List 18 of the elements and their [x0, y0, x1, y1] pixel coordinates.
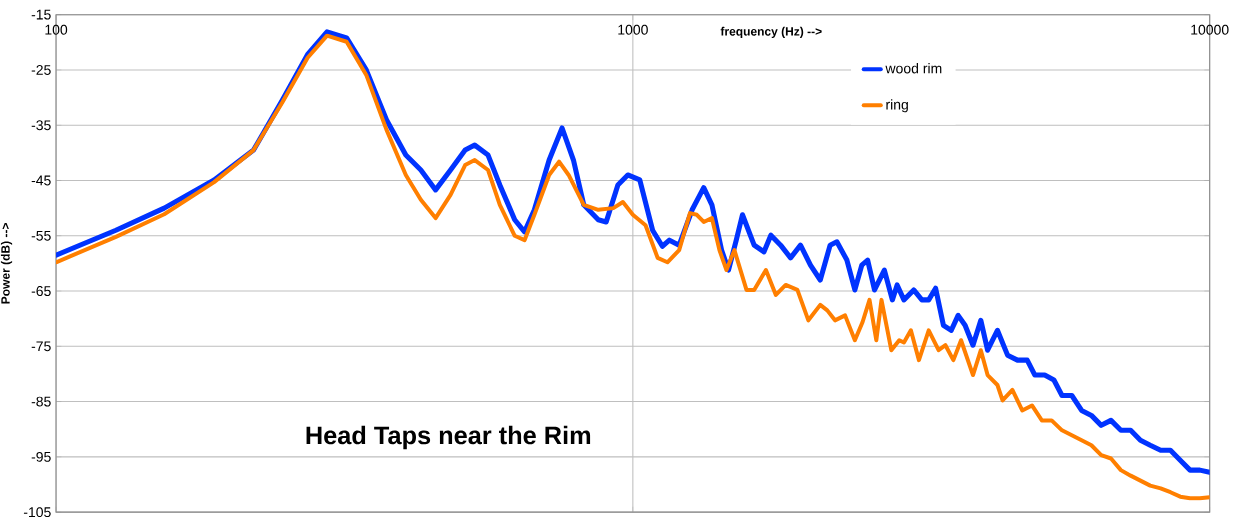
x-tick-label: 100 [45, 24, 68, 35]
y-tick-label: -95 [31, 451, 51, 462]
y-tick-label: -45 [31, 175, 51, 186]
y-tick-label: -15 [31, 9, 51, 20]
legend-label: ring [886, 99, 908, 113]
y-tick-label: -25 [31, 64, 51, 75]
y-tick-label: -85 [31, 396, 51, 407]
y-tick-label: -55 [31, 230, 51, 241]
y-tick-label: -105 [23, 506, 51, 517]
y-tick-label: -65 [31, 285, 51, 296]
legend-label: wood rim [885, 62, 942, 74]
y-tick-label: -75 [31, 341, 51, 351]
x-tick-label: 1000 [618, 24, 648, 35]
annotation: Head Taps near the Rim [306, 425, 591, 450]
x-tick-label: 10000 [1191, 24, 1229, 35]
y-axis-title: Power (dB) --> [0, 222, 13, 304]
x-axis-title: frequency (Hz) --> [720, 26, 822, 38]
y-tick-label: -35 [31, 120, 51, 130]
